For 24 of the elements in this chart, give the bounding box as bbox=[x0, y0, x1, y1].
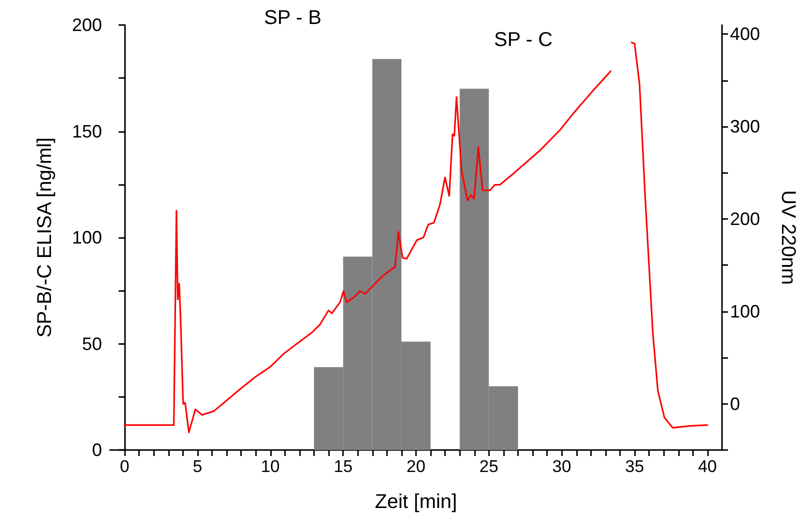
y2-tick-label: 400 bbox=[730, 24, 760, 44]
x-tick-label: 15 bbox=[334, 457, 353, 476]
y2-tick-label: 200 bbox=[730, 209, 760, 230]
x-tick-label: 0 bbox=[120, 457, 130, 476]
y2-axis-title: UV 220nm bbox=[777, 190, 799, 285]
x-tick-label: 40 bbox=[698, 457, 717, 476]
annotation: SP - B bbox=[264, 7, 322, 29]
x-tick-label: 35 bbox=[625, 457, 644, 476]
y-tick-label: 0 bbox=[92, 440, 102, 460]
y-axis-title: SP-B/-C ELISA [ng/ml] bbox=[34, 137, 56, 338]
y-tick-label: 150 bbox=[72, 121, 102, 142]
x-tick-label: 5 bbox=[192, 457, 202, 476]
y-tick-label: 100 bbox=[72, 228, 102, 248]
y-tick-label: 200 bbox=[72, 15, 102, 35]
x-tick-label: 20 bbox=[406, 457, 426, 476]
x-tick-label: 30 bbox=[552, 457, 572, 476]
y2-tick-label: 0 bbox=[730, 394, 740, 414]
x-axis-title: Zeit [min] bbox=[374, 491, 458, 513]
y-tick-label: 50 bbox=[82, 334, 102, 354]
annotation: SP - C bbox=[494, 29, 553, 51]
x-tick-label: 25 bbox=[479, 457, 498, 476]
y2-tick-label: 100 bbox=[730, 301, 760, 322]
x-tick-label: 10 bbox=[260, 457, 280, 476]
y2-tick-label: 300 bbox=[730, 116, 760, 137]
